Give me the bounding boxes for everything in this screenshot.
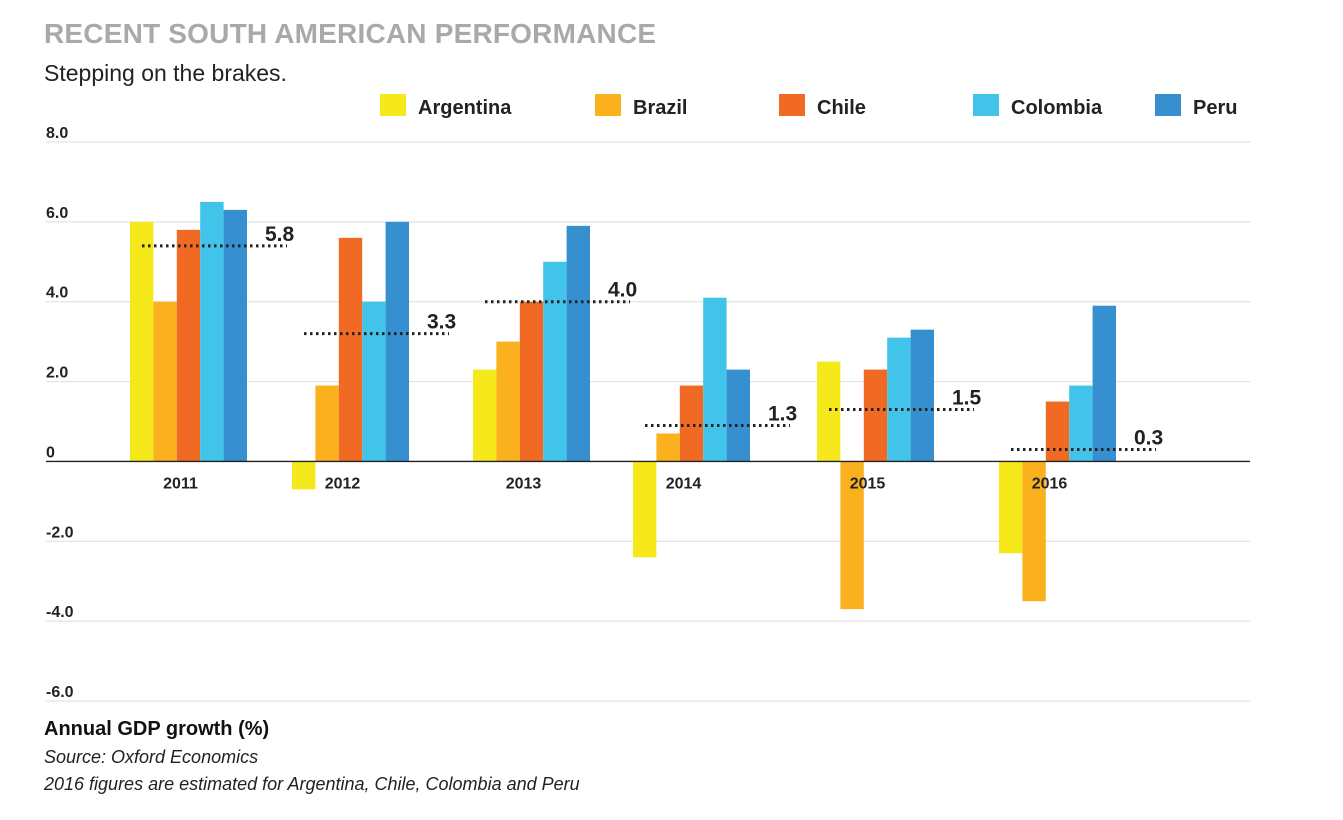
y-tick-label: -2.0 <box>46 524 74 541</box>
bar-colombia-2011 <box>200 201 224 462</box>
bar-chile-2012 <box>338 237 363 462</box>
source-note: Source: Oxford Economics <box>44 747 259 767</box>
y-tick-label: 0 <box>46 444 55 461</box>
average-value-label: 0.3 <box>1134 426 1163 449</box>
bar-colombia-2014 <box>703 297 727 462</box>
category-label: 2013 <box>506 475 542 492</box>
bar-peru-2015 <box>910 329 934 462</box>
bar-brazil-2013 <box>496 341 520 462</box>
legend-swatch-chile <box>779 94 805 116</box>
estimate-note: 2016 figures are estimated for Argentina… <box>44 774 580 794</box>
bar-chile-2015 <box>863 369 888 462</box>
y-tick-label: 2.0 <box>46 365 68 382</box>
legend-swatch-colombia <box>973 94 999 116</box>
bar-peru-2012 <box>385 221 409 462</box>
bar-brazil-2011 <box>153 301 177 462</box>
x-axis-categories: 2011 2012 2013 2014 2015 2016 <box>163 475 1067 492</box>
bar-colombia-2016 <box>1069 385 1093 462</box>
legend: Argentina Brazil Chile Colombia Peru <box>380 94 1237 119</box>
y-tick-label: -4.0 <box>46 604 74 621</box>
category-label: 2012 <box>325 475 361 492</box>
bar-peru-2013 <box>566 225 590 462</box>
bar-brazil-2016 <box>1022 461 1046 602</box>
average-value-label: 3.3 <box>427 311 456 334</box>
bar-colombia-2013 <box>543 261 567 462</box>
legend-label-peru: Peru <box>1193 97 1237 119</box>
bar-argentina-2011 <box>130 221 154 462</box>
bar-colombia-2012 <box>362 301 386 462</box>
average-value-label: 1.3 <box>768 402 797 425</box>
average-value-label: 4.0 <box>608 279 637 302</box>
metric-label: Annual GDP growth (%) <box>44 718 270 740</box>
gdp-bar-chart: 8.06.04.02.00-2.0-4.0-6.0 2011 2012 2013 20… <box>46 94 1250 702</box>
bar-colombia-2015 <box>887 337 911 462</box>
chart-footer: Annual GDP growth (%) Source: Oxford Eco… <box>44 718 580 801</box>
bar-chile-2014 <box>679 385 704 462</box>
chart-subtitle: Stepping on the brakes. <box>44 60 287 86</box>
legend-label-colombia: Colombia <box>1011 97 1103 119</box>
bar-chile-2016 <box>1045 401 1070 462</box>
y-tick-label: 4.0 <box>46 285 68 302</box>
y-tick-label: 6.0 <box>46 205 68 222</box>
legend-label-brazil: Brazil <box>633 97 687 119</box>
bar-chile-2013 <box>519 301 544 462</box>
bar-brazil-2015 <box>840 461 864 610</box>
bar-peru-2016 <box>1092 305 1116 462</box>
legend-swatch-argentina <box>380 94 406 116</box>
regional-average-markers: 5.8 3.3 4.0 1.3 1.5 0.3 <box>142 223 1163 451</box>
bar-peru-2014 <box>726 369 750 462</box>
gridlines <box>46 141 1250 702</box>
y-axis-ticks: 8.0 6.0 4.0 2.0 0 -2.0 -4.0 -6.0 <box>46 125 74 701</box>
average-value-label: 1.5 <box>952 387 982 410</box>
category-label: 2011 <box>163 475 198 492</box>
legend-swatch-peru <box>1155 94 1181 116</box>
bar-brazil-2014 <box>656 433 680 462</box>
average-value-label: 5.8 <box>265 223 295 246</box>
bar-argentina-2014 <box>633 461 657 558</box>
bar-argentina-2016 <box>999 461 1023 554</box>
category-label: 2014 <box>666 475 702 492</box>
category-label: 2016 <box>1032 475 1068 492</box>
bar-brazil-2012 <box>315 385 339 462</box>
bar-argentina-2013 <box>473 369 497 462</box>
legend-swatch-brazil <box>595 94 621 116</box>
category-label: 2015 <box>850 475 886 492</box>
chart-kicker: RECENT SOUTH AMERICAN PERFORMANCE <box>44 18 657 49</box>
bar-argentina-2012 <box>292 461 316 490</box>
legend-label-argentina: Argentina <box>418 97 512 119</box>
bars <box>130 201 1116 610</box>
y-tick-label: -6.0 <box>46 684 74 701</box>
y-tick-label: 8.0 <box>46 125 68 142</box>
bar-peru-2011 <box>223 209 247 462</box>
bar-argentina-2015 <box>817 361 841 462</box>
legend-label-chile: Chile <box>817 97 866 119</box>
bar-chile-2011 <box>176 229 201 462</box>
